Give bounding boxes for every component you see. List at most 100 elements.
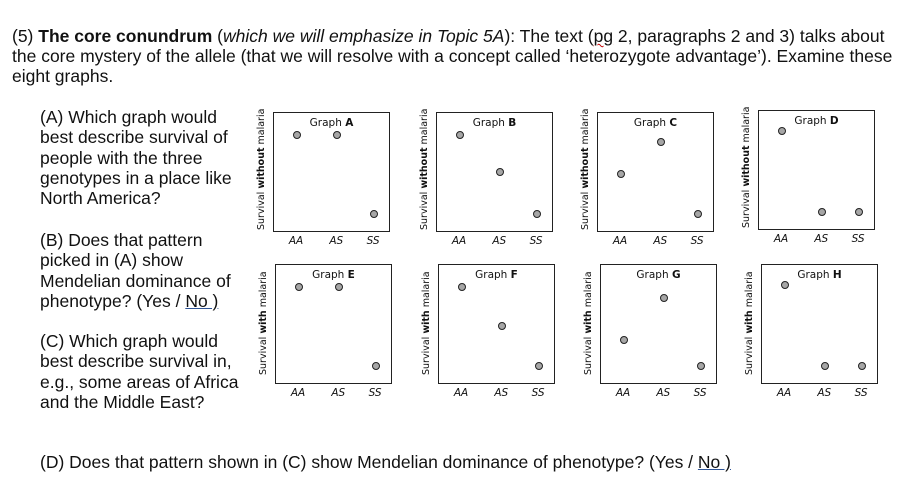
y-axis-label-b: without — [419, 147, 430, 189]
graph-panel-e: Survival with malaria Graph E AA AS SS — [258, 262, 398, 402]
question-b: (B) Does that pattern picked in (A) show… — [40, 230, 245, 311]
x-tick-label-aa: AA — [451, 235, 467, 247]
question-d: (D) Does that pattern shown in (C) show … — [40, 452, 731, 472]
intro-pg-word: pg — [593, 26, 614, 46]
graph-title-prefix: Graph — [312, 269, 348, 281]
graph-title-letter: H — [832, 269, 842, 281]
y-axis-label-b: with — [744, 310, 755, 334]
data-point-aa — [617, 170, 625, 179]
graph-panel-b: Survival without malaria Graph B AA AS SS — [419, 108, 559, 250]
plot-area: Graph G — [600, 264, 717, 384]
graph-title-letter: C — [669, 117, 678, 129]
data-point-ss — [535, 362, 544, 371]
data-point-ss — [370, 210, 379, 219]
intro-text-1: ( — [212, 26, 223, 46]
question-a: (A) Which graph would best describe surv… — [40, 107, 232, 209]
data-point-aa — [620, 335, 628, 344]
y-axis-label: Survival with malaria — [583, 264, 595, 382]
y-axis-label-b: without — [741, 145, 752, 187]
graph-title-letter: D — [829, 115, 839, 127]
graph-title-letter: A — [345, 117, 354, 129]
x-tick-label-aa: AA — [290, 387, 306, 399]
question-c: (C) Which graph would best describe surv… — [40, 331, 239, 412]
x-tick-label-as: AS — [494, 387, 509, 399]
x-tick-label-aa: AA — [288, 235, 304, 247]
graph-title-prefix: Graph — [309, 117, 346, 129]
graph-panel-h: Survival with malaria Graph H AA AS SS — [744, 262, 884, 402]
plot-area: Graph E — [275, 264, 392, 384]
graph-title: Graph B — [437, 117, 552, 129]
x-tick-label-as: AS — [814, 233, 829, 245]
graph-title: Graph G — [601, 269, 716, 281]
y-axis-label-b: without — [580, 147, 591, 189]
graph-title-letter: B — [508, 117, 517, 129]
data-point-ss — [533, 210, 542, 219]
graph-title: Graph D — [759, 115, 874, 127]
x-tick-label-aa: AA — [773, 233, 789, 245]
y-axis-label-a: Survival — [258, 333, 269, 375]
y-axis-label-b: with — [421, 310, 432, 334]
data-point-aa — [781, 280, 789, 289]
question-d-answer: No ) — [697, 452, 731, 472]
data-point-aa — [458, 282, 466, 291]
y-axis-label-b: with — [258, 310, 269, 334]
x-tick-label-as: AS — [817, 387, 832, 399]
x-tick-label-as: AS — [653, 235, 668, 247]
x-tick-label-ss: SS — [851, 233, 865, 245]
x-tick-label-aa: AA — [776, 387, 792, 399]
intro-italic-note: which we will emphasize in Topic 5A — [223, 26, 505, 46]
x-tick-label-ss: SS — [368, 387, 382, 399]
y-axis-label-c: malaria — [741, 106, 752, 146]
graph-title-letter: F — [510, 269, 518, 281]
data-point-aa — [293, 130, 301, 139]
graph-panel-c: Survival without malaria Graph C AA AS SS — [580, 108, 720, 250]
data-point-aa — [456, 130, 464, 139]
graph-title: Graph A — [274, 117, 389, 129]
y-axis-label-c: malaria — [744, 271, 755, 311]
x-tick-label-ss: SS — [531, 387, 545, 399]
data-point-as — [335, 282, 344, 291]
y-axis-label-c: malaria — [580, 108, 591, 148]
y-axis-label: Survival without malaria — [580, 108, 592, 230]
question-b-answer: No ) — [185, 290, 219, 311]
data-point-ss — [694, 210, 703, 219]
graph-title: Graph C — [598, 117, 713, 129]
data-point-ss — [855, 208, 864, 217]
graph-title-letter: E — [347, 269, 355, 281]
data-point-as — [660, 293, 669, 302]
x-tick-label-aa: AA — [615, 387, 631, 399]
data-point-as — [496, 168, 505, 176]
intro-text-3: 2, paragraphs 2 and 3) talks about the c… — [12, 26, 893, 86]
y-axis-label-a: Survival — [741, 186, 752, 228]
graph-title-prefix: Graph — [797, 269, 833, 281]
x-tick-label-aa: AA — [453, 387, 469, 399]
y-axis-label-a: Survival — [583, 333, 594, 375]
plot-area: Graph D — [758, 110, 875, 230]
y-axis-label-c: malaria — [421, 271, 432, 311]
graph-panel-d: Survival without malaria Graph D AA AS SS — [741, 106, 881, 248]
graph-title: Graph H — [762, 269, 877, 281]
y-axis-label-c: malaria — [258, 271, 269, 311]
y-axis-label: Survival with malaria — [744, 264, 756, 382]
y-axis-label-c: malaria — [419, 108, 430, 148]
x-tick-label-aa: AA — [612, 235, 628, 247]
data-point-aa — [295, 282, 303, 291]
y-axis-label-a: Survival — [744, 333, 755, 375]
y-axis-label: Survival without malaria — [741, 106, 753, 228]
graph-title-letter: G — [671, 269, 681, 281]
data-point-as — [333, 130, 342, 139]
x-tick-label-as: AS — [331, 387, 346, 399]
plot-area: Graph H — [761, 264, 878, 384]
y-axis-label-a: Survival — [419, 188, 430, 230]
y-axis-label: Survival with malaria — [258, 264, 270, 382]
question-d-text: (D) Does that pattern shown in (C) show … — [40, 452, 698, 472]
graph-panel-g: Survival with malaria Graph G AA AS SS — [583, 262, 723, 402]
intro-bold-heading: The core conundrum — [38, 26, 213, 46]
x-tick-label-ss: SS — [366, 235, 380, 247]
data-point-as — [818, 208, 827, 217]
question-b-text: (B) Does that pattern picked in (A) show… — [40, 230, 231, 311]
y-axis-label: Survival without malaria — [419, 108, 431, 230]
x-tick-label-ss: SS — [693, 387, 707, 399]
x-tick-label-as: AS — [492, 235, 507, 247]
graph-title-prefix: Graph — [472, 117, 509, 129]
